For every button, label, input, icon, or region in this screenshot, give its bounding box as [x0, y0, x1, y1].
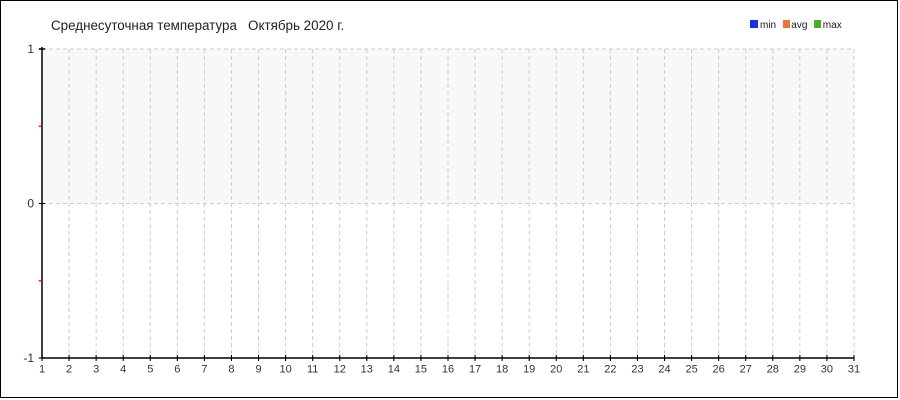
svg-text:1: 1 [39, 364, 45, 376]
svg-text:11: 11 [307, 364, 318, 376]
svg-text:0: 0 [27, 197, 34, 211]
svg-text:4: 4 [120, 364, 126, 376]
svg-text:29: 29 [794, 364, 806, 376]
svg-text:30: 30 [821, 364, 833, 376]
svg-text:12: 12 [334, 364, 346, 376]
svg-text:6: 6 [174, 364, 180, 376]
svg-text:-1: -1 [23, 351, 34, 365]
svg-text:25: 25 [685, 364, 697, 376]
svg-text:3: 3 [93, 364, 99, 376]
svg-text:7: 7 [201, 364, 207, 376]
svg-text:17: 17 [469, 364, 481, 376]
svg-text:10: 10 [279, 364, 291, 376]
svg-text:20: 20 [550, 364, 562, 376]
svg-text:14: 14 [388, 364, 400, 376]
svg-text:21: 21 [577, 364, 589, 376]
svg-text:2: 2 [66, 364, 72, 376]
svg-text:16: 16 [442, 364, 454, 376]
svg-text:8: 8 [228, 364, 234, 376]
svg-text:18: 18 [496, 364, 508, 376]
svg-text:15: 15 [415, 364, 427, 376]
svg-text:23: 23 [631, 364, 643, 376]
svg-text:28: 28 [767, 364, 779, 376]
svg-text:19: 19 [523, 364, 535, 376]
svg-text:26: 26 [713, 364, 725, 376]
svg-text:22: 22 [604, 364, 616, 376]
svg-text:31: 31 [848, 364, 860, 376]
svg-text:27: 27 [740, 364, 752, 376]
svg-text:1: 1 [27, 42, 34, 56]
svg-text:9: 9 [255, 364, 261, 376]
svg-text:5: 5 [147, 364, 153, 376]
svg-text:13: 13 [361, 364, 373, 376]
svg-text:24: 24 [658, 364, 670, 376]
